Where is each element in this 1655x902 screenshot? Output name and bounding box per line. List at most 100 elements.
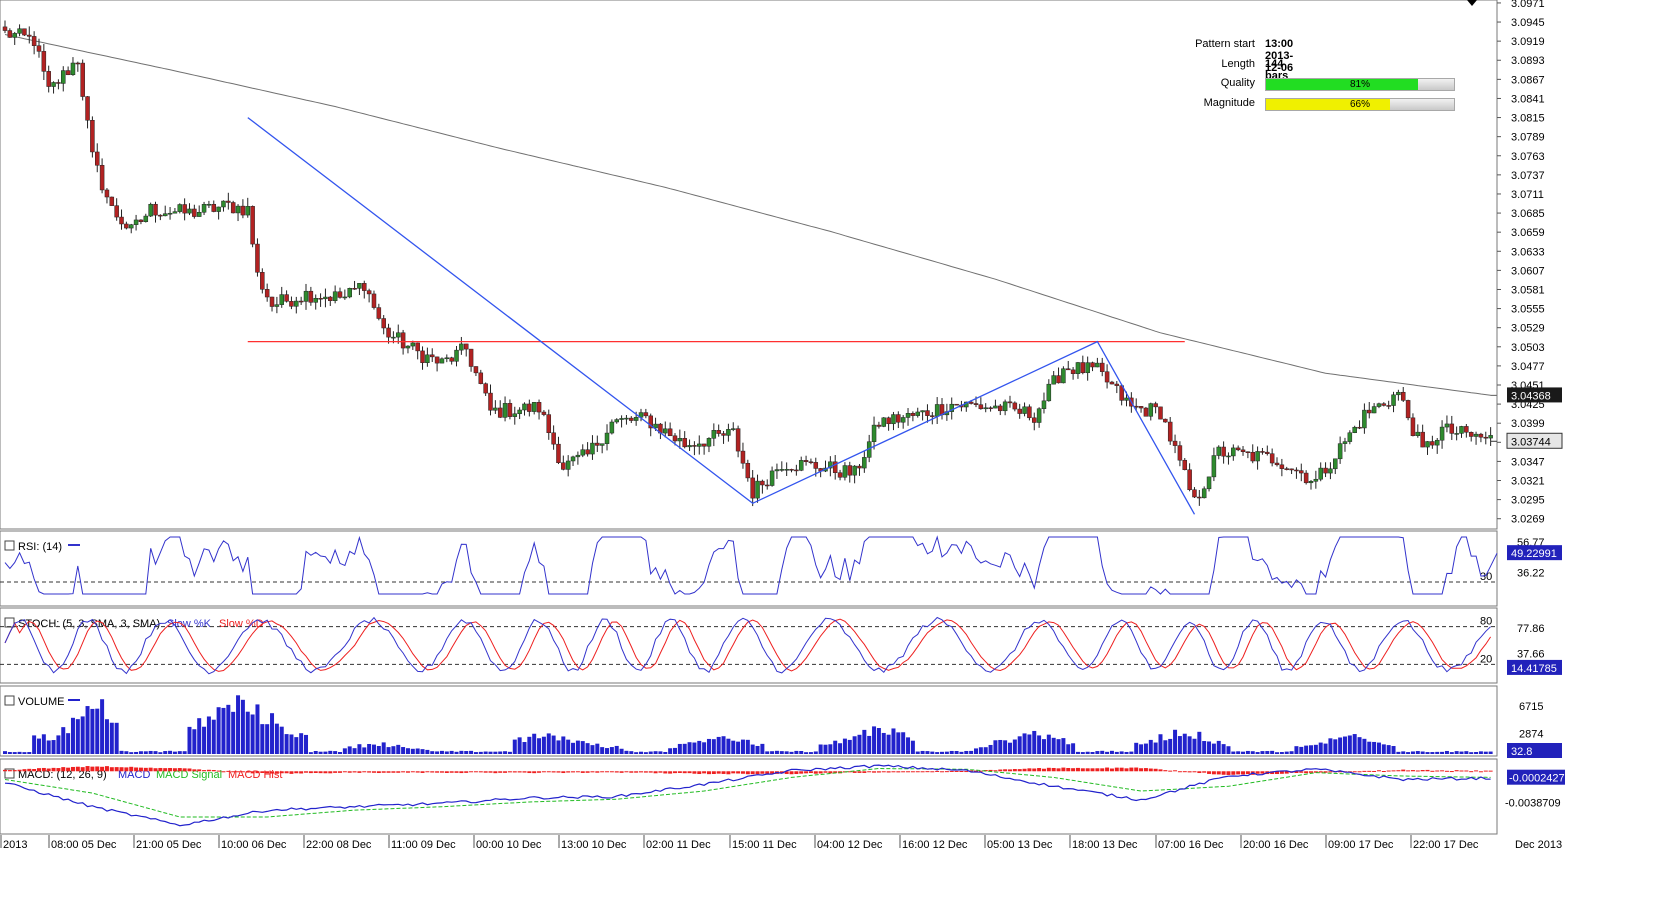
- candle: [216, 206, 221, 220]
- candle: [556, 436, 561, 465]
- candle-body: [420, 350, 425, 363]
- price-tick-label: 3.0711: [1511, 189, 1544, 201]
- candle-body: [580, 449, 585, 456]
- volume-bar: [425, 749, 430, 754]
- candle-body: [1284, 468, 1289, 470]
- macd-hist-bar: [988, 769, 993, 772]
- x-axis-label: 09:00 17 Dec: [1328, 839, 1394, 851]
- candle-body: [541, 411, 547, 415]
- candle: [1269, 448, 1275, 467]
- candle-body: [998, 405, 1003, 412]
- macd-hist-bar: [546, 771, 551, 773]
- candle-body: [653, 423, 658, 429]
- quality-value: 81%: [1349, 79, 1370, 90]
- candle: [493, 400, 498, 414]
- macd-hist-bar: [872, 771, 877, 773]
- macd-hist-bar: [265, 771, 270, 774]
- x-axis-label: 04:00 12 Dec: [817, 839, 883, 851]
- candle: [1430, 435, 1435, 449]
- candle-body: [1041, 400, 1047, 409]
- macd-hist-bar: [1027, 768, 1032, 772]
- volume-bar: [784, 751, 789, 754]
- candle: [697, 435, 702, 455]
- candle-body: [1454, 433, 1459, 435]
- price-tick-label: 3.0763: [1511, 151, 1545, 163]
- candle-body: [692, 445, 697, 447]
- candle: [478, 369, 484, 385]
- candle-body: [1318, 467, 1323, 480]
- volume-bar: [1003, 740, 1008, 754]
- candle-body: [1172, 440, 1178, 446]
- candle-body: [1070, 369, 1076, 374]
- candle-body: [784, 469, 789, 471]
- macd-hist-bar: [687, 771, 692, 774]
- volume-bar: [391, 746, 396, 754]
- volume-bar: [464, 751, 469, 754]
- candle: [692, 441, 697, 456]
- volume-bar: [459, 750, 464, 754]
- candle: [925, 404, 930, 423]
- macd-hist-bar: [556, 771, 561, 773]
- candle: [294, 296, 299, 314]
- macd-hist-bar: [1211, 771, 1216, 775]
- volume-bar: [1061, 738, 1066, 754]
- candle-body: [255, 243, 260, 273]
- candle: [1371, 403, 1377, 414]
- candle-body: [279, 294, 284, 305]
- candle-body: [896, 414, 901, 423]
- macd-hist-bar: [818, 771, 823, 774]
- candle: [371, 290, 377, 310]
- macd-hist-bar: [541, 771, 546, 773]
- candle: [847, 461, 853, 483]
- volume-bar: [789, 751, 794, 754]
- candle-body: [182, 204, 187, 214]
- candle-body: [604, 432, 610, 444]
- macd-hist-bar: [61, 767, 66, 772]
- candle-body: [381, 318, 386, 329]
- candle-body: [1104, 371, 1110, 383]
- candle: [1007, 395, 1013, 408]
- candle: [1323, 462, 1328, 478]
- volume-bar: [702, 742, 707, 754]
- volume-bar: [347, 746, 352, 754]
- volume-tick-label: 2874: [1519, 729, 1543, 741]
- macd-hist-bar: [56, 768, 61, 772]
- x-axis-label: 05:00 13 Dec: [987, 839, 1053, 851]
- volume-bar: [357, 744, 362, 754]
- macd-hist-bar: [36, 768, 41, 772]
- macd-hist-bar: [439, 771, 444, 773]
- x-axis-label: 2013: [3, 839, 27, 851]
- macd-hist-bar: [745, 771, 750, 775]
- volume-bar: [1216, 740, 1221, 754]
- macd-hist-bar: [109, 767, 114, 772]
- volume-bar: [1323, 743, 1328, 754]
- macd-hist-bar: [41, 767, 46, 772]
- rsi-value-box: [1507, 545, 1562, 561]
- volume-bar: [876, 728, 881, 754]
- volume-bar: [454, 751, 459, 754]
- candle: [1260, 447, 1265, 455]
- candle: [1036, 407, 1042, 428]
- candle-body: [323, 296, 328, 300]
- macd-hist-bar: [51, 767, 56, 772]
- macd-hist-bar: [362, 771, 367, 773]
- candle: [1172, 434, 1178, 454]
- macd-hist-bar: [760, 771, 765, 774]
- price-tick-label: 3.0633: [1511, 246, 1545, 258]
- candle-body: [522, 403, 527, 411]
- volume-bar: [978, 747, 983, 754]
- volume-bar: [736, 741, 741, 754]
- candle: [1061, 366, 1066, 384]
- macd-hist-bar: [1007, 769, 1012, 772]
- volume-bar: [498, 751, 503, 754]
- candle: [512, 406, 518, 425]
- candle-body: [284, 294, 289, 302]
- macd-hist-bar: [1202, 771, 1207, 773]
- candle-body: [1075, 362, 1081, 374]
- candle: [7, 28, 13, 38]
- macd-hist-bar: [682, 771, 687, 774]
- macd-hist-bar: [294, 771, 299, 774]
- candle-body: [1192, 489, 1197, 498]
